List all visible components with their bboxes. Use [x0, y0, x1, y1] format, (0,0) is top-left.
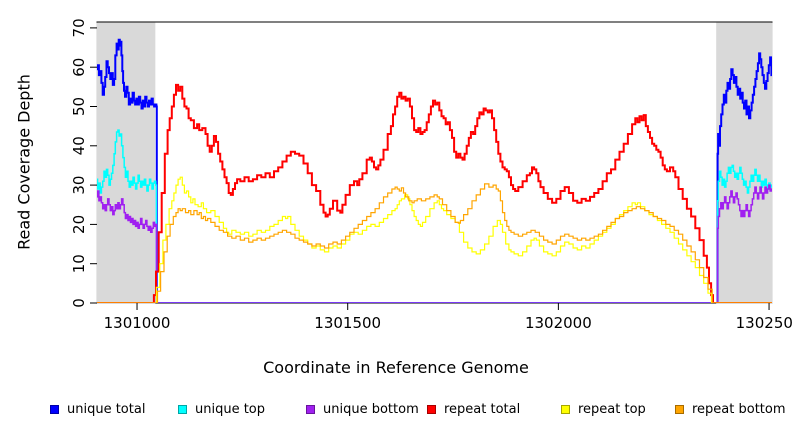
y-tick-label: 40: [70, 136, 88, 155]
legend-swatch-unique-top: [178, 404, 187, 414]
y-tick-label: 60: [70, 58, 88, 77]
legend: unique total unique top unique bottom repea…: [0, 401, 792, 421]
x-axis-title: Coordinate in Reference Genome: [263, 358, 529, 377]
plot-border: [96, 21, 773, 304]
x-tick-label: 1301000: [104, 314, 171, 332]
legend-label-unique-bottom: unique bottom: [323, 401, 419, 417]
y-axis-title: Read Coverage Depth: [14, 74, 34, 250]
y-tick-label: 10: [70, 254, 88, 273]
series-line-unique-total: [97, 38, 772, 303]
shaded-region-right-flank: [716, 22, 773, 304]
legend-swatch-unique-bottom: [306, 404, 315, 414]
y-tick-label: 70: [70, 18, 88, 37]
legend-item-unique-bottom: unique bottom: [306, 401, 419, 417]
series-line-unique-bottom: [97, 184, 772, 303]
y-tick-label: 30: [70, 176, 88, 195]
y-tick-label: 20: [70, 215, 88, 234]
legend-swatch-repeat-total: [427, 404, 436, 414]
legend-item-repeat-total: repeat total: [427, 401, 520, 417]
legend-label-repeat-top: repeat top: [578, 401, 646, 417]
x-tick-label: 1302000: [525, 314, 592, 332]
shaded-region-left-flank: [96, 22, 156, 304]
legend-label-unique-total: unique total: [67, 401, 146, 417]
legend-swatch-unique-total: [50, 404, 59, 414]
y-tick-label: 50: [70, 97, 88, 116]
series-line-unique-top: [97, 129, 772, 303]
legend-label-repeat-total: repeat total: [444, 401, 521, 417]
y-tick-label: 0: [70, 298, 88, 308]
series-line-repeat-total: [97, 83, 772, 303]
legend-label-unique-top: unique top: [195, 401, 266, 417]
legend-label-repeat-bottom: repeat bottom: [692, 401, 786, 417]
legend-item-repeat-bottom: repeat bottom: [675, 401, 786, 417]
legend-swatch-repeat-bottom: [675, 404, 684, 414]
legend-item-unique-total: unique total: [50, 401, 145, 417]
x-tick-label: 1301500: [314, 314, 381, 332]
legend-item-repeat-top: repeat top: [561, 401, 646, 417]
legend-swatch-repeat-top: [561, 404, 570, 414]
series-line-repeat-bottom: [97, 183, 772, 303]
legend-item-unique-top: unique top: [178, 401, 265, 417]
